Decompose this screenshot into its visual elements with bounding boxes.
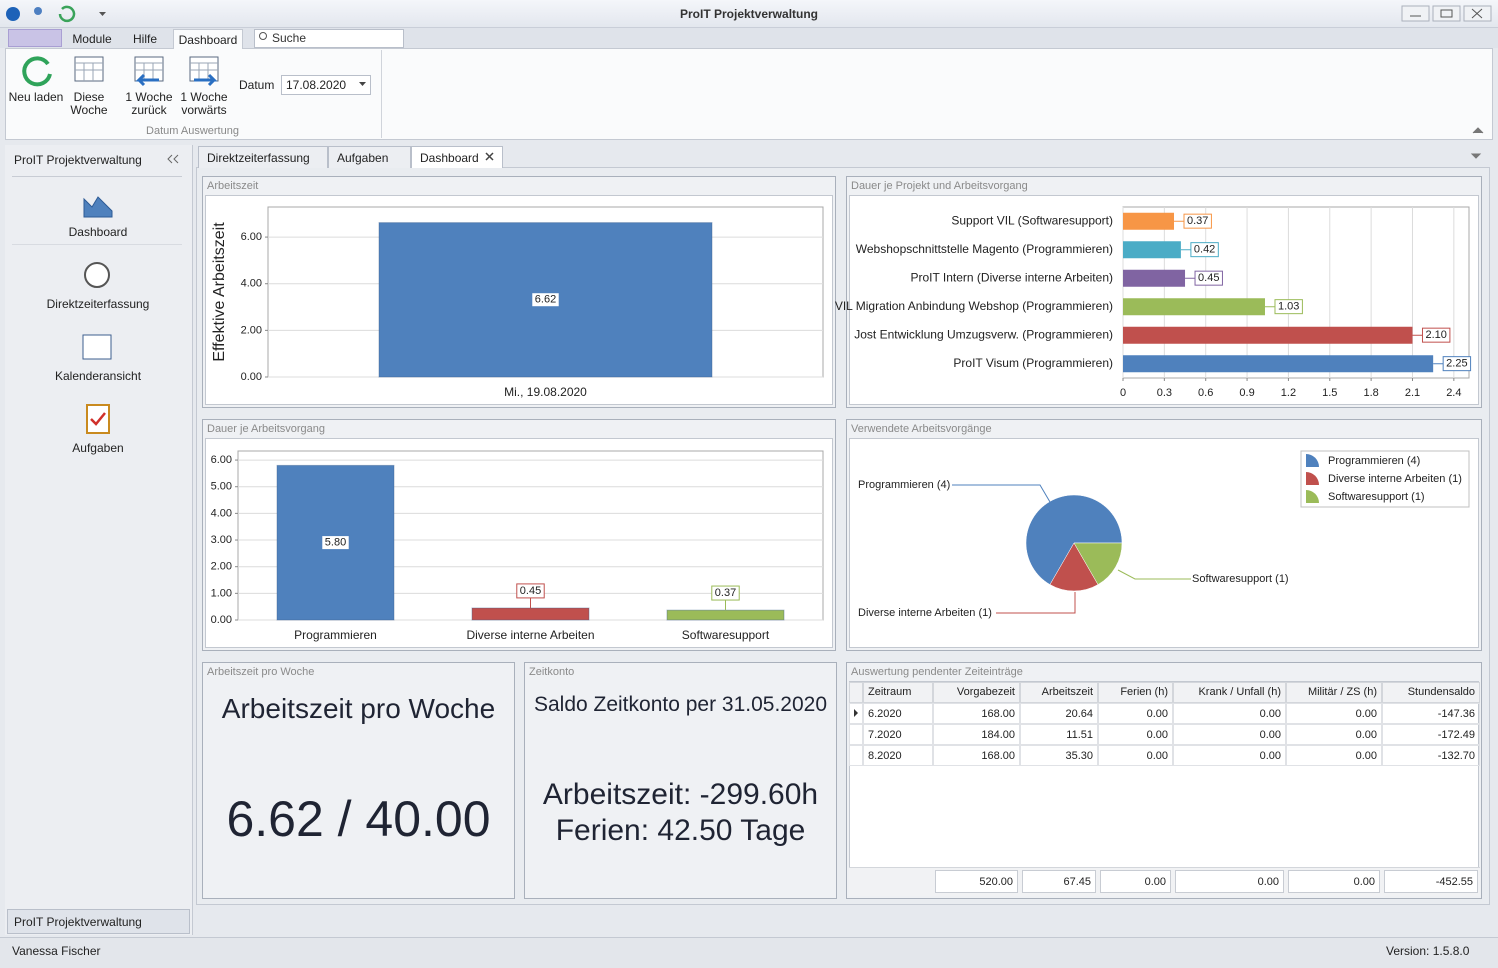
- panel: [524, 662, 837, 899]
- ribbon-button-label: 1 Woche zurück: [125, 90, 173, 117]
- table-cell: 0.00: [1098, 703, 1173, 724]
- table-cell: 168.00: [933, 703, 1020, 724]
- sidebar-title: ProIT Projektverwaltung: [14, 153, 142, 167]
- ribbon-group-divider: [381, 50, 382, 138]
- table-header: Ferien (h): [1098, 682, 1173, 703]
- ribbon-button-label: Diese Woche: [70, 90, 108, 117]
- ribbon-tab[interactable]: Module: [72, 32, 112, 46]
- sidebar-item-label: Kalenderansicht: [54, 369, 142, 383]
- table-cell: 7.2020: [863, 724, 933, 745]
- status-user: Vanessa Fischer: [12, 944, 101, 958]
- panel-title: Dauer je Arbeitsvorgang: [207, 423, 326, 435]
- weekly-value: 6.62 / 40.00: [226, 791, 491, 847]
- status-bar: [0, 937, 1498, 968]
- table-cell: -172.49: [1382, 724, 1480, 745]
- total-cell: 520.00: [935, 870, 1018, 893]
- ribbon-body: [5, 48, 1493, 140]
- total-cell: -452.55: [1384, 870, 1478, 893]
- ribbon-button-label: Neu laden: [8, 90, 64, 104]
- window-title: ProIT Projektverwaltung: [679, 7, 819, 21]
- date-picker[interactable]: [281, 75, 371, 95]
- row-selector: [849, 703, 863, 724]
- total-cell: 0.00: [1175, 870, 1284, 893]
- table-cell: -132.70: [1382, 745, 1480, 766]
- table-cell: 35.30: [1020, 745, 1098, 766]
- sidebar-separator: [12, 244, 182, 245]
- row-selector: [849, 745, 863, 766]
- table-cell: 0.00: [1173, 724, 1286, 745]
- table-cell: 0.00: [1173, 703, 1286, 724]
- panel-content: [205, 195, 833, 405]
- table-cell: 0.00: [1098, 724, 1173, 745]
- total-cell: 0.00: [1288, 870, 1380, 893]
- panel-title: Verwendete Arbeitsvorgänge: [851, 423, 992, 435]
- panel-content: [849, 681, 1479, 896]
- document-tab[interactable]: Aufgaben: [328, 146, 411, 168]
- table-header: Zeitraum: [863, 682, 933, 703]
- table-cell: 0.00: [1173, 745, 1286, 766]
- table-header: Vorgabezeit: [933, 682, 1020, 703]
- table-cell: 0.00: [1286, 724, 1382, 745]
- table-cell: 0.00: [1098, 745, 1173, 766]
- sidebar-footer[interactable]: [7, 909, 190, 934]
- sidebar-item-label: Aufgaben: [72, 441, 124, 455]
- document-tab[interactable]: Direktzeiterfassung: [198, 146, 328, 168]
- panel-title: Arbeitszeit: [207, 180, 259, 192]
- sidebar-item-label: Direktzeiterfassung: [46, 297, 150, 311]
- search-box[interactable]: [254, 29, 404, 48]
- date-value: 17.08.2020: [286, 78, 347, 92]
- table-header: Krank / Unfall (h): [1173, 682, 1286, 703]
- total-cell: 0.00: [1100, 870, 1171, 893]
- panel-title: Dauer je Projekt und Arbeitsvorgang: [851, 180, 1028, 192]
- ribbon-group-label: Datum Auswertung: [146, 125, 239, 137]
- account-line: Arbeitszeit: -299.60h: [542, 778, 819, 811]
- table-cell: 20.64: [1020, 703, 1098, 724]
- row-selector: [849, 724, 863, 745]
- table-cell: 11.51: [1020, 724, 1098, 745]
- panel: [202, 662, 515, 899]
- date-label: Datum: [239, 78, 275, 92]
- sidebar-item-label: Dashboard: [68, 225, 128, 239]
- weekly-heading: Arbeitszeit pro Woche: [221, 693, 496, 724]
- app-menu-button[interactable]: [8, 29, 62, 47]
- table-cell: 0.00: [1286, 703, 1382, 724]
- ribbon-button-label: 1 Woche vorwärts: [180, 90, 228, 117]
- panel-content: [205, 438, 833, 648]
- table-cell: 8.2020: [863, 745, 933, 766]
- search-placeholder: Suche: [272, 31, 307, 45]
- sidebar-footer-label: ProIT Projektverwaltung: [14, 915, 142, 929]
- table-cell: 0.00: [1286, 745, 1382, 766]
- table-cell: 168.00: [933, 745, 1020, 766]
- account-heading: Saldo Zeitkonto per 31.05.2020: [533, 693, 828, 716]
- panel-title: Auswertung pendenter Zeiteinträge: [851, 666, 1023, 678]
- table-cell: 6.2020: [863, 703, 933, 724]
- title-bar: [0, 0, 1498, 28]
- panel-content: [849, 195, 1479, 405]
- panel-content: [849, 438, 1479, 648]
- table-cell: -147.36: [1382, 703, 1480, 724]
- account-line: Ferien: 42.50 Tage: [555, 814, 806, 847]
- table-header: Stundensaldo: [1382, 682, 1480, 703]
- panel-title: Zeitkonto: [529, 666, 575, 678]
- sidebar-separator: [12, 176, 182, 177]
- total-cell: 67.45: [1022, 870, 1096, 893]
- table-header: Militär / ZS (h): [1286, 682, 1382, 703]
- table-header-selector: [849, 682, 863, 703]
- ribbon-tab[interactable]: Dashboard: [173, 29, 243, 49]
- ribbon-tab[interactable]: Hilfe: [132, 32, 157, 46]
- document-tab[interactable]: Dashboard: [411, 146, 503, 168]
- table-cell: 184.00: [933, 724, 1020, 745]
- status-version: Version: 1.5.8.0: [1386, 944, 1470, 958]
- table-header: Arbeitszeit: [1020, 682, 1098, 703]
- panel-title: Arbeitszeit pro Woche: [207, 666, 315, 678]
